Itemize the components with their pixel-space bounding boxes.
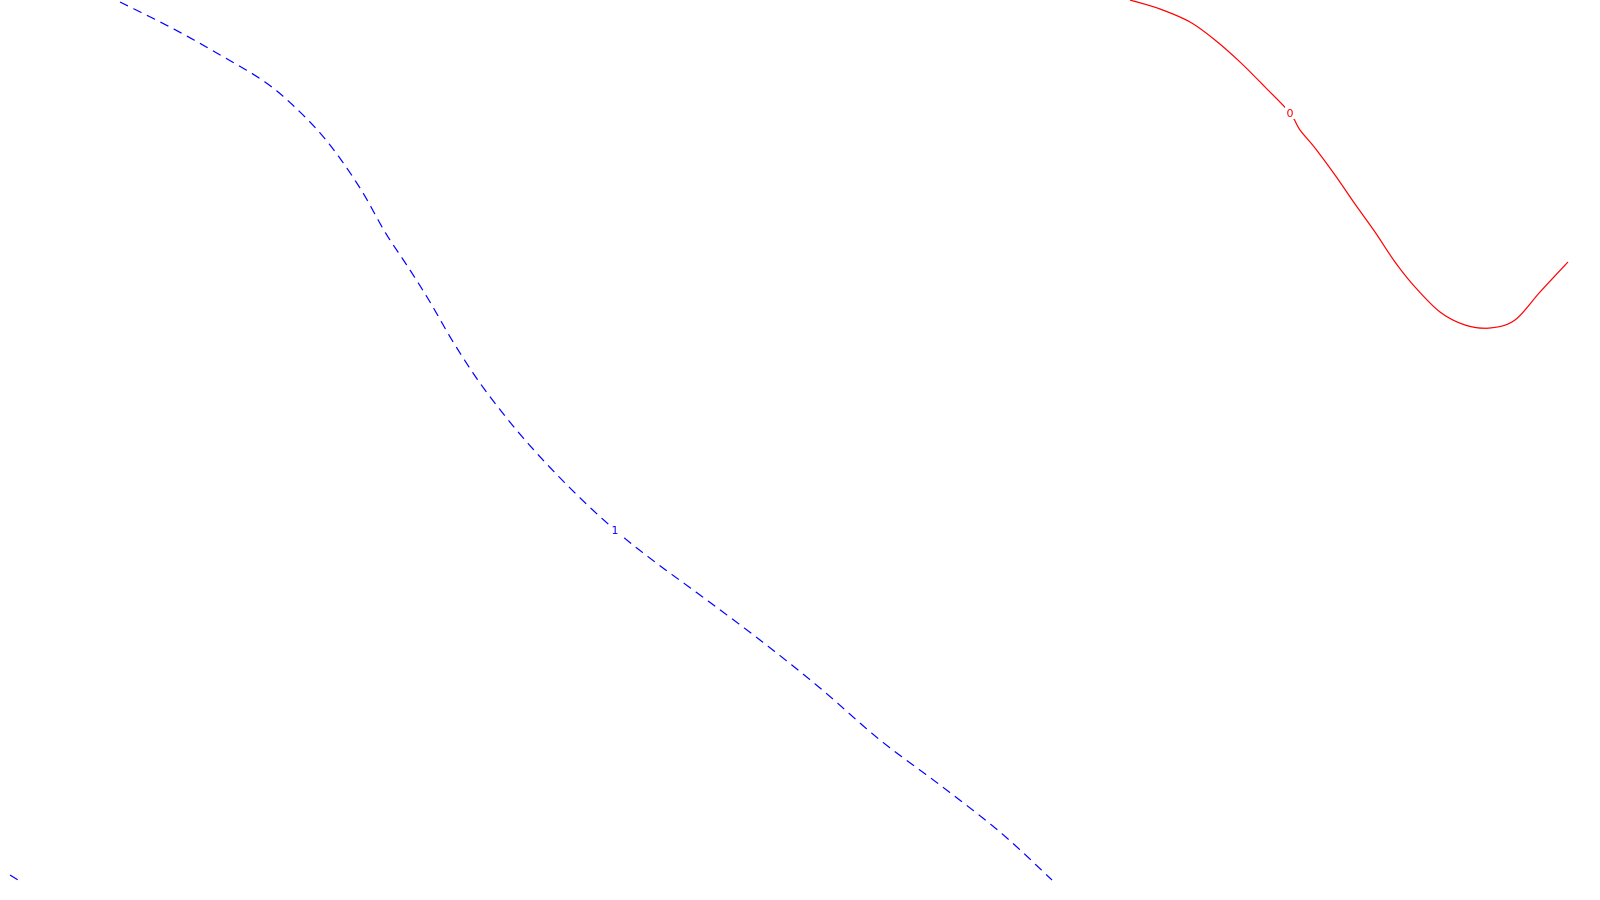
series-label-1: 1 bbox=[612, 524, 619, 537]
series-line-1 bbox=[119, 1, 1053, 881]
series-line-0 bbox=[1129, 0, 1569, 329]
series-label-bg-1 bbox=[610, 523, 620, 536]
series-label-bg-0 bbox=[1285, 106, 1295, 119]
series-label-0: 0 bbox=[1287, 107, 1294, 120]
series-line-2 bbox=[9, 874, 19, 881]
